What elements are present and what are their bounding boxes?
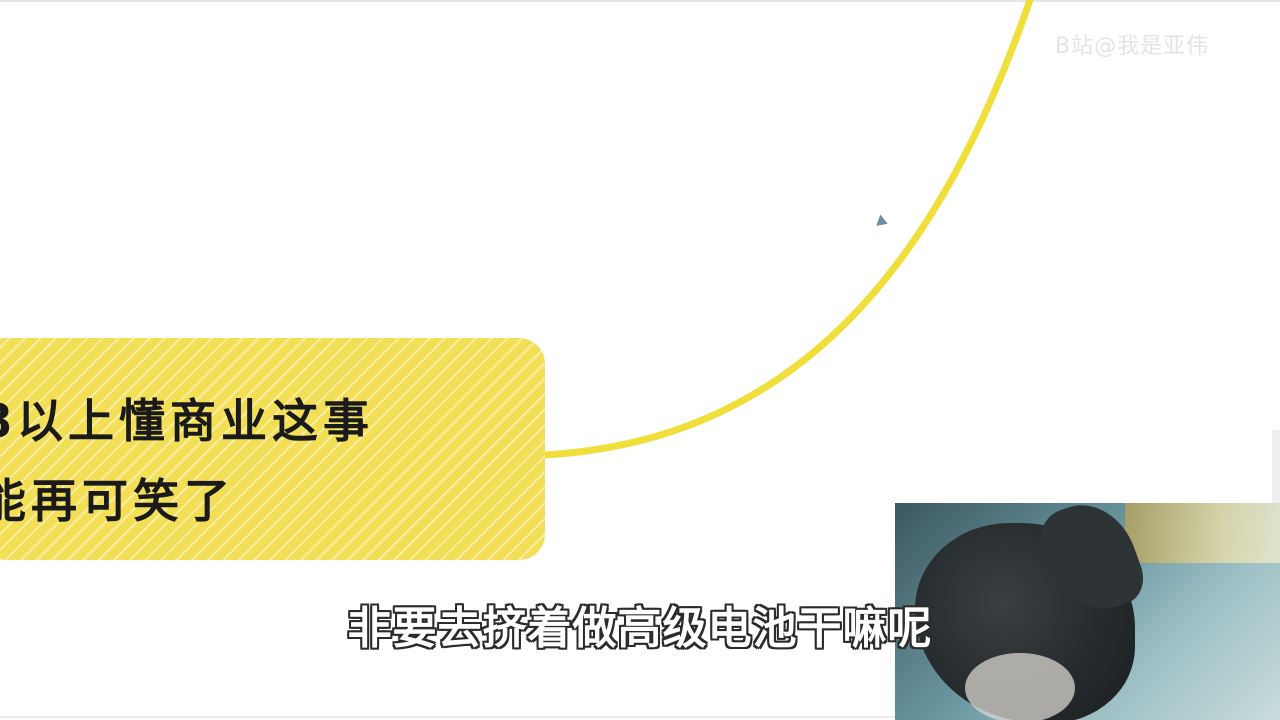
watermark: B站@我是亚伟 xyxy=(1055,34,1210,59)
scroll-edge xyxy=(1272,430,1280,510)
bottom-border xyxy=(0,716,900,718)
mindmap-node[interactable]: 8以上懂商业这事 能再可笑了 xyxy=(0,338,545,560)
cam-subject-muzzle xyxy=(965,653,1075,720)
webcam-overlay xyxy=(895,503,1280,720)
subtitle-caption: 非要去挤着做高级电池干嘛呢 xyxy=(0,592,1280,656)
node-text-line-1: 8以上懂商业这事 xyxy=(0,394,375,448)
top-border xyxy=(0,0,1280,2)
cam-background-light xyxy=(1125,503,1280,563)
subtitle-text: 非要去挤着做高级电池干嘛呢 xyxy=(347,603,933,654)
node-text-line-2: 能再可笑了 xyxy=(0,474,235,528)
